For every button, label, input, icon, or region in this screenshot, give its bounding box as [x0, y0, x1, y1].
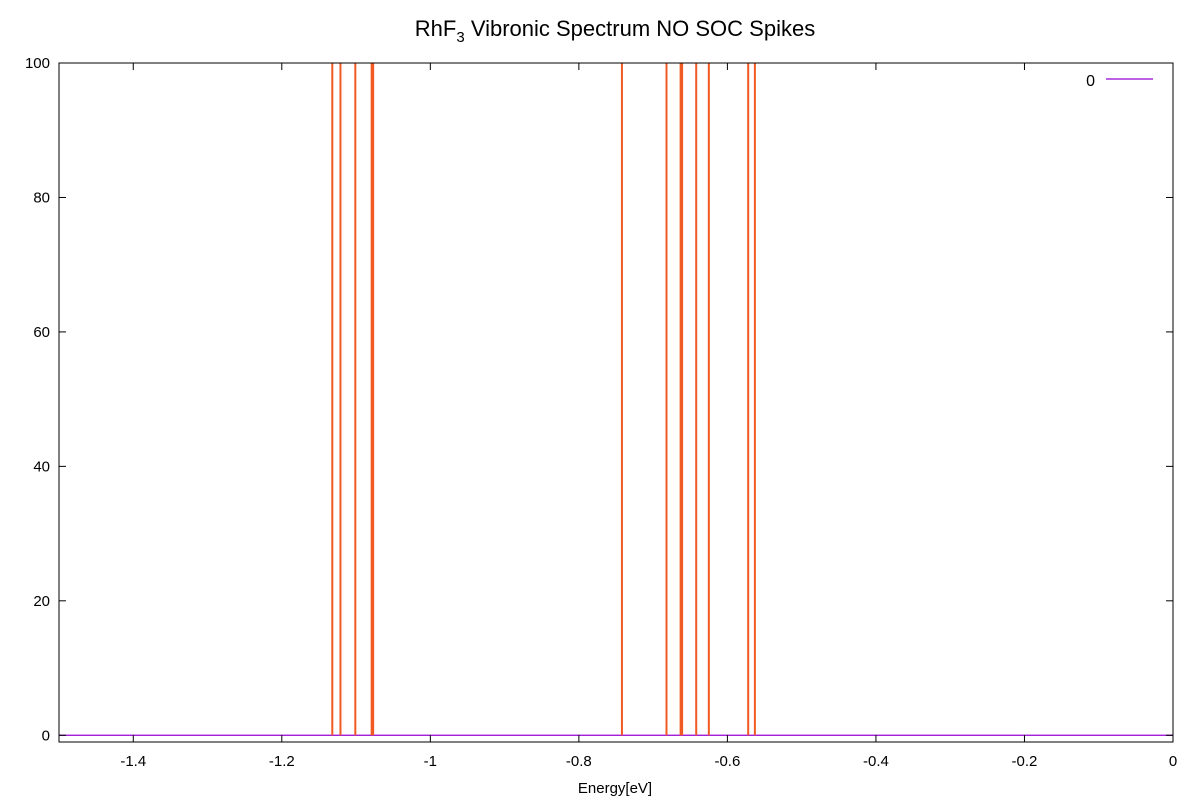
plot-axes — [58, 62, 1174, 743]
legend-label: 0 — [1086, 73, 1095, 90]
x-tick-label: -0.2 — [1012, 753, 1038, 770]
legend: 0 — [1086, 73, 1153, 90]
plot-ticks: -1.4 -1.2 -1 -0.8 -0.6 -0.4 -0.2 0 0 20 40 60 80 100 — [25, 55, 1177, 770]
x-tick-label: -1.4 — [120, 753, 146, 770]
x-tick-label: -1 — [424, 753, 437, 770]
x-tick-label: -0.4 — [863, 753, 889, 770]
y-tick-label: 20 — [33, 593, 50, 610]
x-tick-label: -1.2 — [269, 753, 295, 770]
plot-frame — [58, 62, 1174, 743]
x-tick-label: 0 — [1169, 753, 1177, 770]
y-tick-label: 60 — [33, 324, 50, 341]
x-axis-label: Energy[eV] — [578, 780, 652, 797]
y-tick-label: 0 — [42, 727, 50, 744]
y-tick-label: 40 — [33, 458, 50, 475]
x-tick-label: -0.8 — [566, 753, 592, 770]
y-tick-label: 80 — [33, 189, 50, 206]
chart-title: RhF3 Vibronic Spectrum NO SOC Spikes — [415, 16, 815, 46]
y-tick-label: 100 — [25, 55, 50, 72]
plot-marks — [59, 63, 1173, 736]
x-tick-label: -0.6 — [714, 753, 740, 770]
